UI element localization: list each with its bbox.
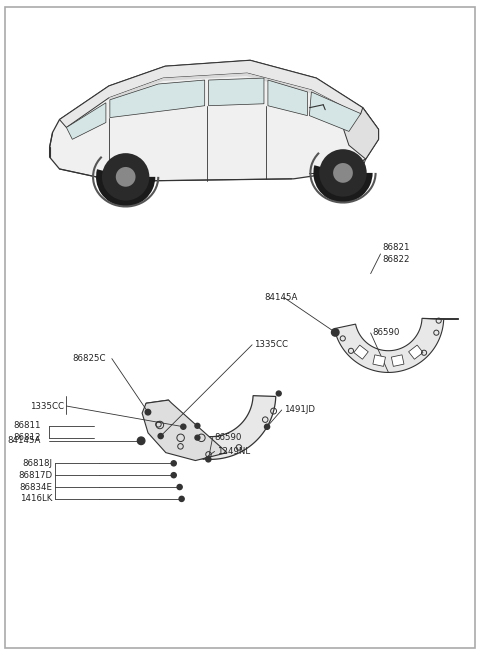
- Text: 86821: 86821: [383, 244, 410, 252]
- Circle shape: [179, 496, 184, 502]
- Circle shape: [206, 457, 211, 462]
- Text: 1491JD: 1491JD: [284, 405, 315, 415]
- Wedge shape: [96, 169, 156, 206]
- Circle shape: [195, 423, 200, 428]
- Circle shape: [137, 437, 145, 445]
- Polygon shape: [110, 80, 204, 118]
- Circle shape: [171, 460, 176, 466]
- Polygon shape: [354, 345, 368, 359]
- Text: 1416LK: 1416LK: [20, 495, 53, 504]
- Text: 86834E: 86834E: [20, 483, 53, 491]
- Wedge shape: [313, 165, 372, 202]
- Polygon shape: [310, 92, 361, 132]
- Circle shape: [264, 424, 270, 429]
- Polygon shape: [146, 396, 276, 459]
- Text: 1335CC: 1335CC: [30, 402, 64, 411]
- Polygon shape: [142, 400, 227, 460]
- Circle shape: [319, 149, 367, 196]
- Text: 1249NL: 1249NL: [216, 447, 250, 456]
- Polygon shape: [422, 318, 457, 319]
- Polygon shape: [209, 78, 264, 105]
- Circle shape: [145, 409, 151, 415]
- Text: 86812: 86812: [13, 433, 41, 442]
- Polygon shape: [408, 345, 423, 359]
- Text: 86818J: 86818J: [23, 458, 53, 468]
- Text: 86590: 86590: [372, 328, 400, 337]
- Circle shape: [332, 329, 339, 336]
- Circle shape: [276, 391, 281, 396]
- Polygon shape: [391, 355, 404, 366]
- Text: 86825C: 86825C: [72, 354, 106, 363]
- Text: 86822: 86822: [383, 255, 410, 265]
- Polygon shape: [109, 73, 361, 118]
- Text: 84145A: 84145A: [7, 436, 41, 445]
- Circle shape: [171, 473, 176, 477]
- Polygon shape: [373, 355, 385, 366]
- Polygon shape: [49, 60, 379, 181]
- Text: 84145A: 84145A: [264, 293, 297, 302]
- Circle shape: [102, 153, 149, 200]
- Text: 86590: 86590: [215, 433, 242, 442]
- Polygon shape: [268, 80, 307, 116]
- Polygon shape: [60, 60, 379, 132]
- Polygon shape: [334, 318, 444, 373]
- Circle shape: [116, 167, 135, 187]
- Polygon shape: [66, 103, 106, 140]
- Polygon shape: [343, 107, 379, 159]
- Text: 86817D: 86817D: [18, 471, 53, 479]
- Circle shape: [333, 163, 353, 183]
- Circle shape: [158, 434, 163, 439]
- Text: 1335CC: 1335CC: [254, 341, 288, 349]
- Circle shape: [195, 435, 200, 440]
- Circle shape: [181, 424, 186, 429]
- Text: 86811: 86811: [13, 421, 41, 430]
- Circle shape: [177, 485, 182, 489]
